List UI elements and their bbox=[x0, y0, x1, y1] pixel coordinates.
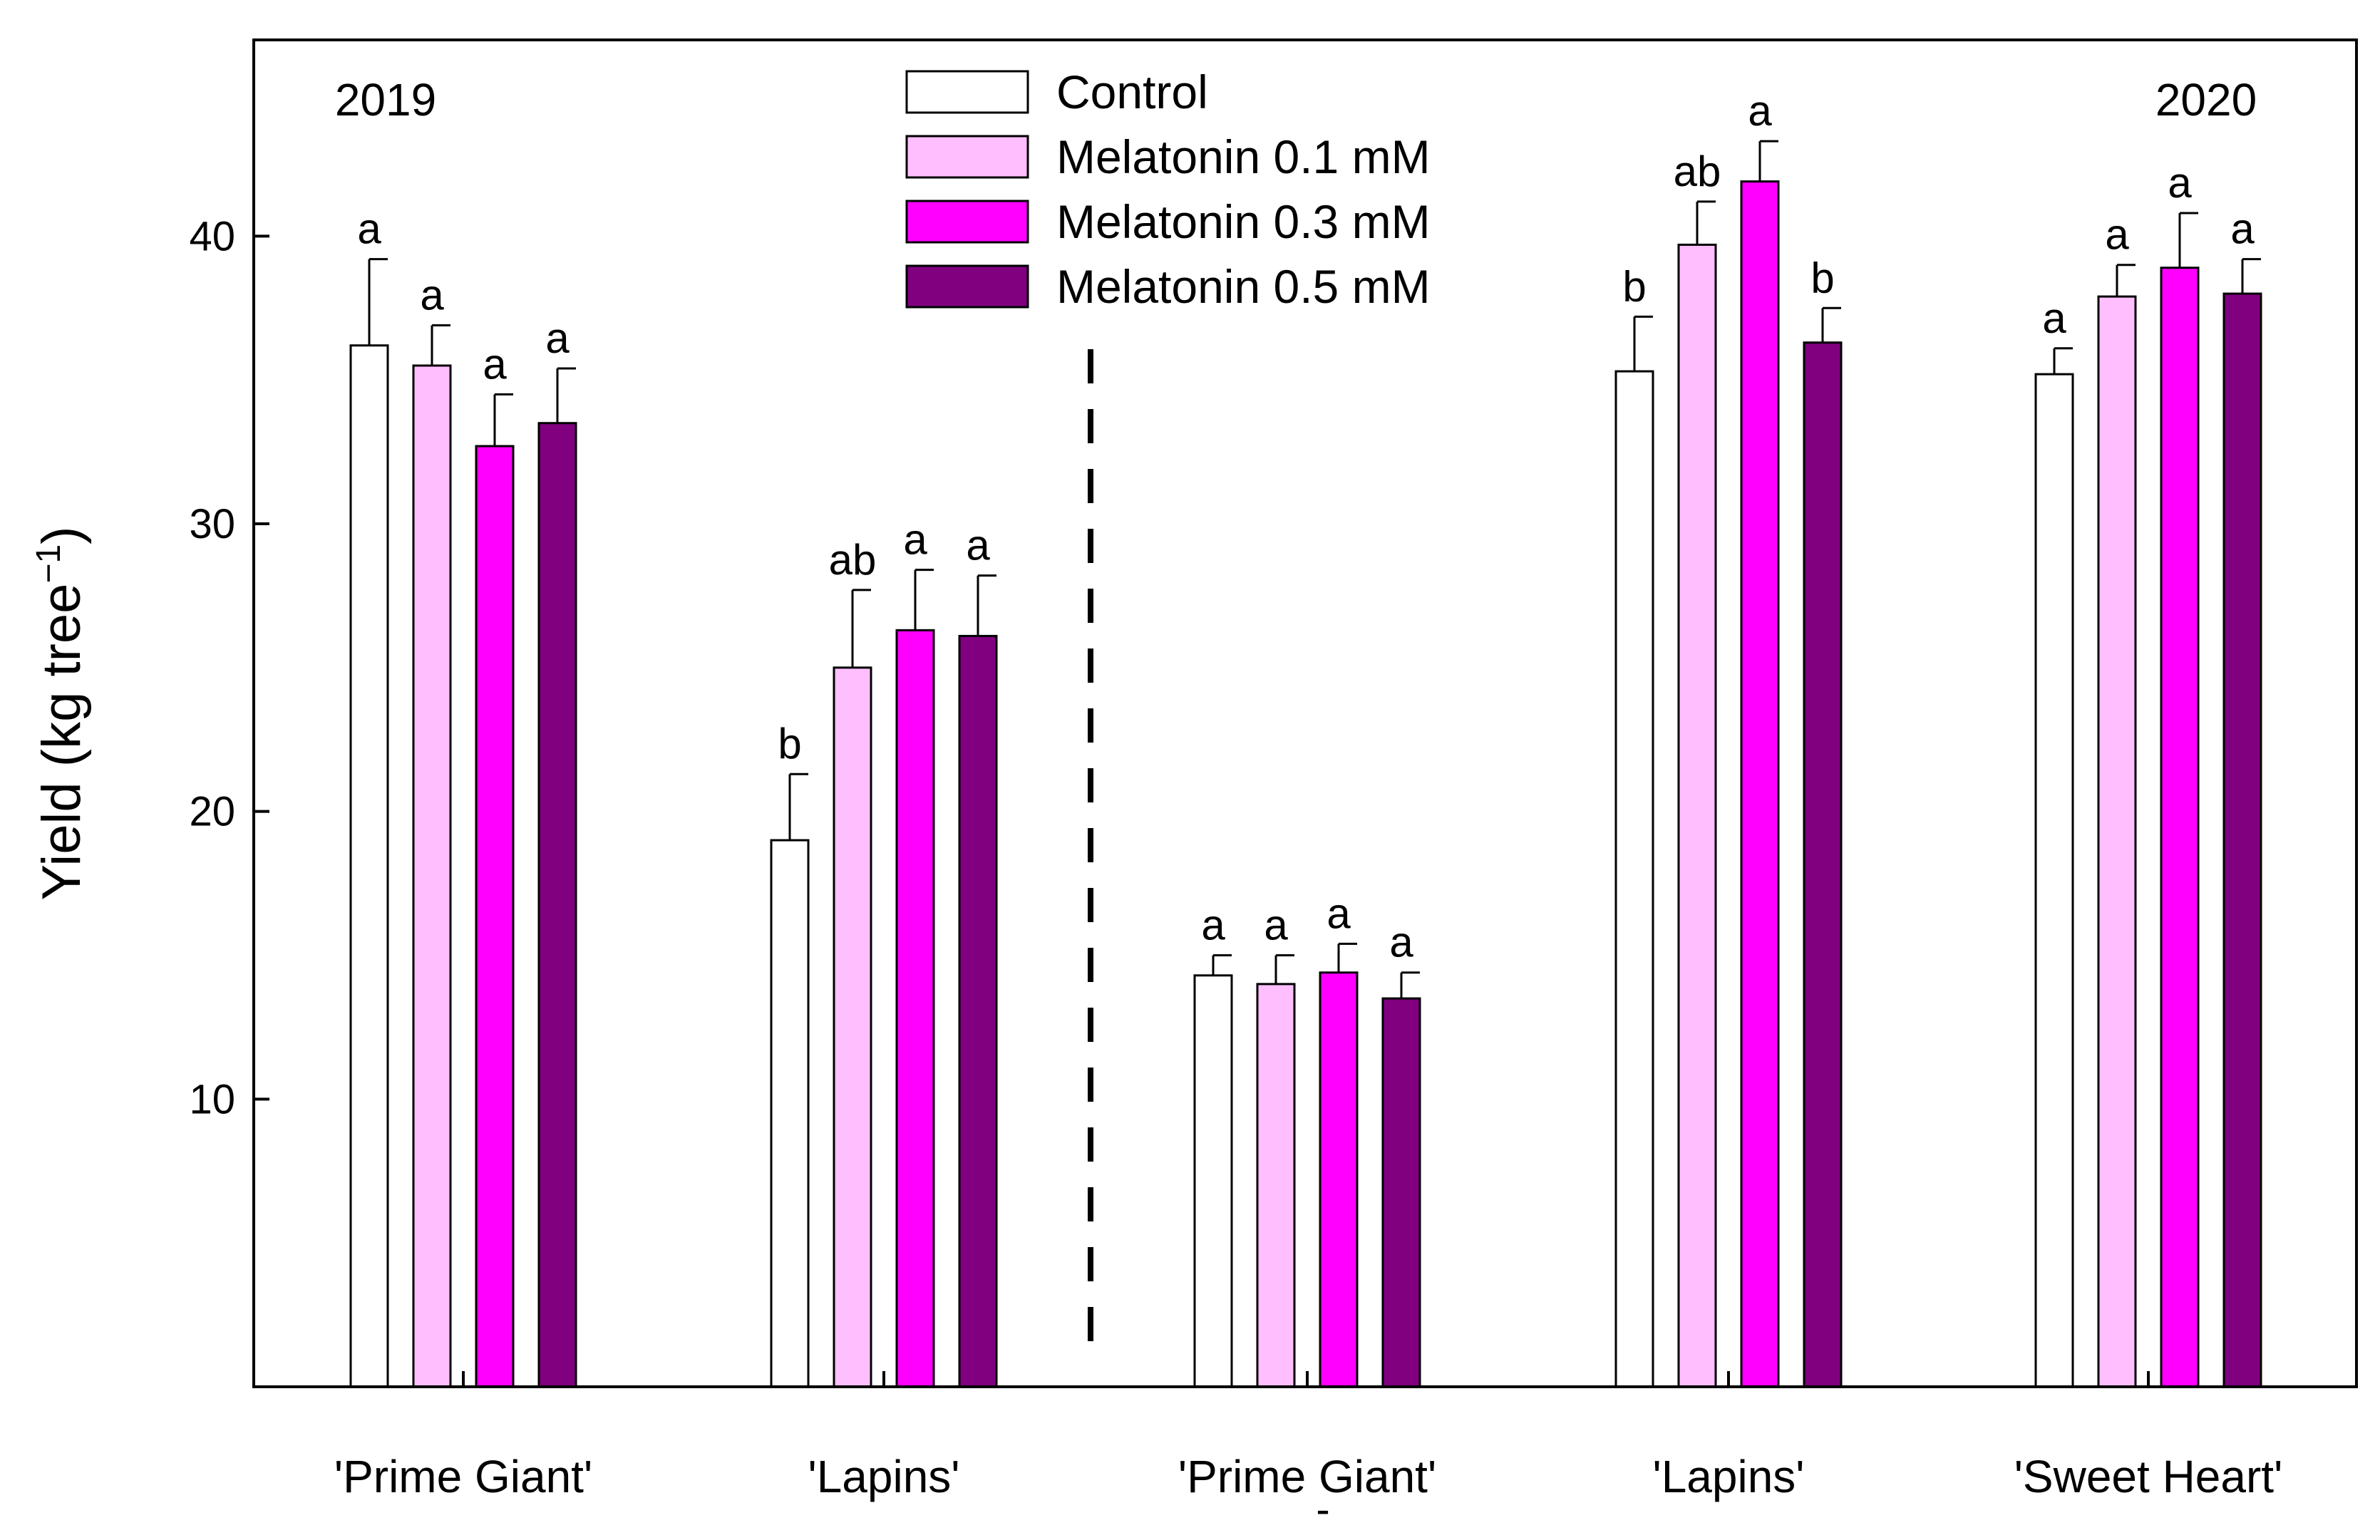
bar bbox=[770, 839, 810, 1388]
legend-label: Melatonin 0.3 mM bbox=[1056, 195, 1431, 248]
legend-swatch bbox=[905, 264, 1029, 309]
y-axis-title: Yield (kg tree−1) bbox=[30, 527, 92, 901]
significance-letter: a bbox=[420, 271, 444, 319]
bar bbox=[958, 634, 998, 1388]
extra-tick-text: - bbox=[1316, 1487, 1329, 1533]
bar bbox=[1740, 180, 1780, 1388]
bar bbox=[2160, 267, 2200, 1388]
bar bbox=[475, 445, 515, 1388]
bar bbox=[1256, 983, 1296, 1388]
significance-letter: b bbox=[1622, 262, 1646, 310]
legend-swatch bbox=[905, 135, 1029, 179]
year-label-2019: 2019 bbox=[335, 74, 436, 125]
year-label-2020: 2020 bbox=[2155, 74, 2257, 125]
y-tick-label: 10 bbox=[189, 1076, 235, 1122]
category-label: 'Sweet Heart' bbox=[2014, 1451, 2283, 1502]
legend: Control Melatonin 0.1 mM Melatonin 0.3 mM M… bbox=[905, 66, 1431, 313]
significance-letter: a bbox=[483, 340, 507, 388]
significance-letter: ab bbox=[1674, 148, 1721, 195]
y-tick-label: 40 bbox=[189, 213, 235, 259]
y-axis-title-text: Yield (kg tree bbox=[31, 584, 92, 901]
bar bbox=[2222, 292, 2262, 1388]
bar bbox=[895, 629, 935, 1388]
legend-label: Melatonin 0.5 mM bbox=[1056, 260, 1431, 313]
bar bbox=[349, 344, 389, 1388]
bar bbox=[2034, 373, 2074, 1388]
legend-label: Control bbox=[1056, 66, 1208, 118]
significance-letter: a bbox=[2230, 205, 2255, 253]
significance-letter: b bbox=[778, 720, 801, 768]
significance-letter: a bbox=[1748, 87, 1772, 135]
category-label: 'Prime Giant' bbox=[1178, 1451, 1436, 1502]
labels-layer: 10 20 30 40 'Prime Giant' 'Lapins' 'Prime Gian… bbox=[189, 87, 2282, 1502]
bar bbox=[2097, 295, 2137, 1388]
bar bbox=[1193, 974, 1233, 1388]
bar bbox=[537, 422, 577, 1388]
significance-letter: a bbox=[1389, 919, 1413, 966]
significance-letter: a bbox=[2042, 294, 2066, 342]
bar bbox=[412, 364, 452, 1388]
significance-letter: b bbox=[1810, 254, 1834, 301]
significance-letter: a bbox=[1326, 889, 1351, 937]
bar bbox=[833, 666, 872, 1388]
legend-swatch bbox=[905, 200, 1029, 244]
bar bbox=[1677, 243, 1717, 1388]
significance-letter: a bbox=[903, 516, 927, 564]
plot-frame bbox=[252, 38, 2358, 1388]
bar bbox=[1614, 370, 1654, 1388]
y-tick-label: 30 bbox=[189, 501, 235, 547]
significance-letter: a bbox=[1201, 901, 1225, 949]
category-label: 'Prime Giant' bbox=[334, 1451, 592, 1502]
significance-letter: a bbox=[545, 314, 570, 362]
bars-layer bbox=[349, 140, 2262, 1388]
bar bbox=[1803, 341, 1843, 1388]
significance-letter: ab bbox=[829, 536, 877, 584]
y-axis-title-superscript: −1 bbox=[30, 544, 68, 584]
category-label: 'Lapins' bbox=[808, 1451, 959, 1502]
significance-letter: a bbox=[966, 522, 990, 569]
bar bbox=[1381, 997, 1421, 1388]
y-tick-label: 20 bbox=[189, 789, 235, 835]
significance-letter: a bbox=[357, 205, 381, 253]
bar bbox=[1319, 971, 1359, 1388]
significance-letter: a bbox=[2168, 159, 2192, 207]
legend-label: Melatonin 0.1 mM bbox=[1056, 130, 1431, 183]
significance-letter: a bbox=[1264, 901, 1288, 949]
legend-swatch bbox=[905, 70, 1029, 114]
category-label: 'Lapins' bbox=[1652, 1451, 1804, 1502]
y-axis-title-close: ) bbox=[31, 527, 92, 544]
significance-letter: a bbox=[2105, 211, 2129, 259]
